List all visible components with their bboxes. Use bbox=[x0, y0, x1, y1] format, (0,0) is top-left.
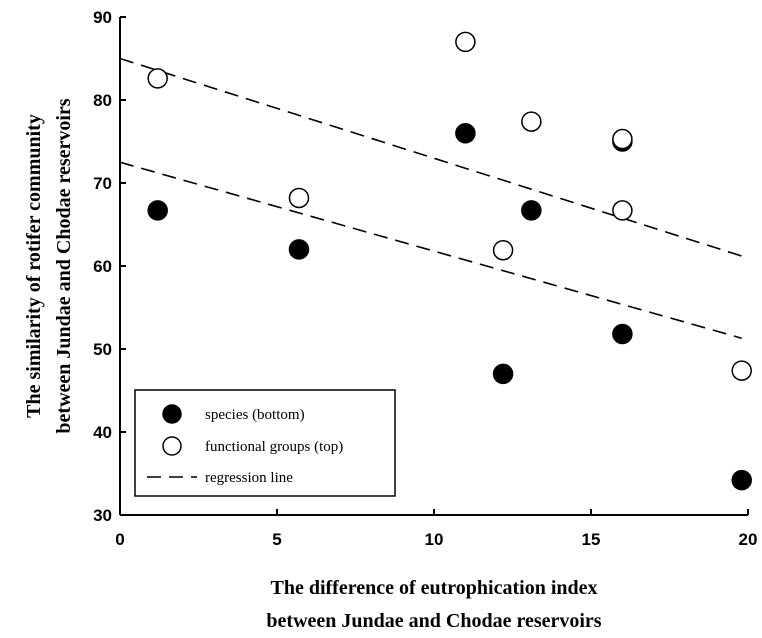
legend-label-regression: regression line bbox=[205, 470, 293, 486]
species-point bbox=[492, 363, 514, 385]
y-tick-label: 80 bbox=[93, 91, 112, 110]
x-tick-label: 0 bbox=[115, 530, 124, 549]
x-tick-label: 10 bbox=[425, 530, 444, 549]
x-tick-label: 20 bbox=[739, 530, 758, 549]
functional-group-point bbox=[288, 187, 310, 209]
y-tick-label: 50 bbox=[93, 340, 112, 359]
species-point bbox=[731, 469, 752, 491]
functional-group-point bbox=[612, 200, 633, 221]
functional-group-point bbox=[731, 360, 752, 381]
legend-label-species: species (bottom) bbox=[205, 407, 305, 423]
regression-line bbox=[119, 161, 742, 339]
x-axis-ticks: 0 5 10 15 20 bbox=[115, 509, 757, 549]
y-tick-label: 60 bbox=[93, 257, 112, 276]
species-point bbox=[612, 323, 633, 345]
x-axis-title-line-2: between Jundae and Chodae reservoirs bbox=[266, 610, 601, 632]
functional-group-point bbox=[147, 68, 168, 89]
species-point bbox=[288, 239, 310, 260]
y-tick-label: 90 bbox=[93, 8, 112, 27]
y-axis-title-line-2: between Jundae and Chodae reservoirs bbox=[53, 98, 75, 433]
legend: species (bottom) functional groups (top)… bbox=[134, 389, 396, 497]
species-point bbox=[147, 200, 168, 221]
y-axis-title: The similarity of rotifer community betw… bbox=[23, 98, 75, 433]
y-tick-label: 70 bbox=[93, 174, 112, 193]
functional-group-point bbox=[521, 111, 542, 132]
regression-lines bbox=[119, 57, 742, 339]
legend-symbol-species bbox=[162, 404, 182, 424]
species-point bbox=[521, 200, 542, 221]
x-axis-title: The difference of eutrophication index b… bbox=[266, 577, 601, 632]
legend-symbol-functional-groups bbox=[162, 436, 182, 456]
plot-area: 30 40 50 60 70 80 90 0 5 10 15 20 bbox=[93, 8, 757, 549]
data-points bbox=[147, 31, 752, 491]
functional-group-point bbox=[492, 239, 514, 261]
species-point bbox=[455, 122, 476, 144]
y-axis-ticks: 30 40 50 60 70 80 90 bbox=[93, 8, 126, 525]
y-tick-label: 30 bbox=[93, 506, 112, 525]
legend-label-functional-groups: functional groups (top) bbox=[205, 439, 343, 455]
functional-group-point bbox=[455, 31, 476, 53]
y-tick-label: 40 bbox=[93, 423, 112, 442]
y-axis-title-line-1: The similarity of rotifer community bbox=[23, 114, 45, 418]
x-tick-label: 15 bbox=[582, 530, 601, 549]
x-tick-label: 5 bbox=[272, 530, 281, 549]
x-axis-title-line-1: The difference of eutrophication index bbox=[270, 577, 597, 599]
functional-group-point bbox=[612, 128, 633, 150]
regression-line bbox=[119, 57, 742, 257]
